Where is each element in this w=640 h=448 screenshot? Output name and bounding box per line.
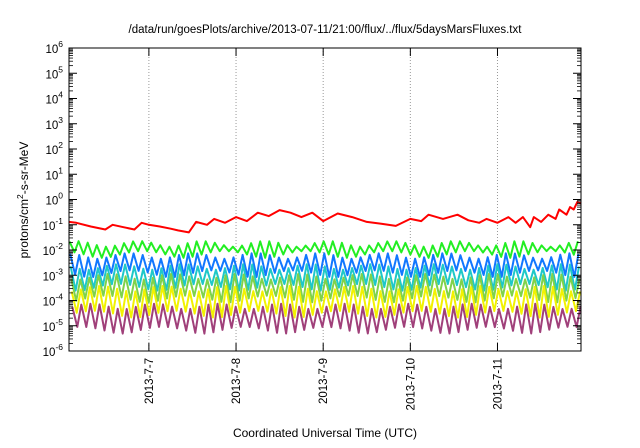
y-tick-label: 10-2 [43,241,64,258]
y-tick-label: 104 [45,90,63,107]
series-line-3 [69,252,580,278]
y-tick-label: 10-3 [43,266,64,283]
x-tick-label: 2013-7-8 [231,358,243,404]
y-tick-label: 106 [45,39,63,56]
x-tick-label: 2013-7-11 [492,358,504,410]
series-line-1 [68,200,582,234]
y-tick-label: 105 [45,64,63,81]
y-tick-label: 100 [45,191,63,208]
series-lines [68,200,582,335]
series-line-5 [70,273,581,304]
y-tick-label: 10-5 [43,317,64,334]
y-axis: 10-6 10-5 10-4 10-3 10-2 10-1 100 101 102 103 104 1… [43,39,581,359]
x-tick-label: 2013-7-10 [405,358,417,410]
series-line-6 [70,285,582,319]
series-line-4 [69,263,580,292]
y-tick-label: 10-1 [43,216,64,233]
x-axis-label: Coordinated Universal Time (UTC) [233,426,417,440]
chart-title: /data/run/goesPlots/archive/2013-07-11/2… [129,24,523,36]
y-tick-label: 102 [45,140,63,157]
y-axis-label: protons/cm2-s-sr-MeV [15,142,31,259]
y-tick-label: 10-6 [43,342,64,359]
y-tick-label: 101 [45,165,63,182]
x-axis: 2013-7-7 2013-7-8 2013-7-9 2013-7-10 2013-7-… [144,48,504,410]
y-tick-label: 10-4 [43,292,64,309]
series-line-2 [68,240,579,259]
x-tick-label: 2013-7-9 [318,358,330,404]
y-tick-label: 103 [45,115,63,132]
series-line-7 [71,302,582,335]
x-tick-label: 2013-7-7 [144,358,156,404]
